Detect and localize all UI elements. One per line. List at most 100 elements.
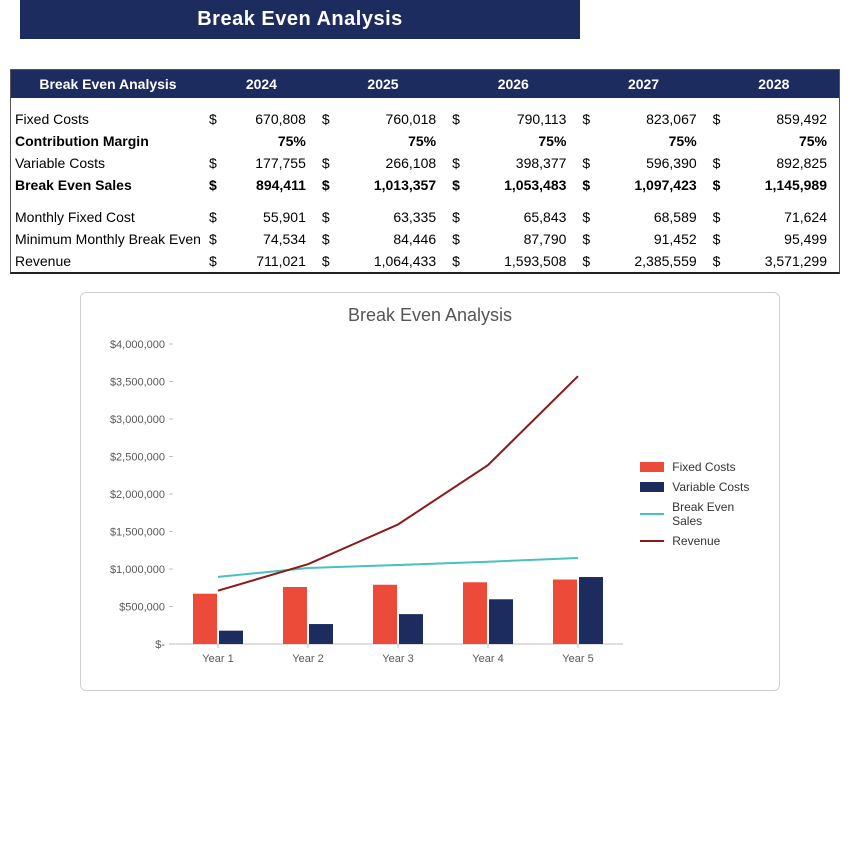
page-title: Break Even Analysis: [197, 8, 403, 30]
cell-value: 266,108: [332, 152, 448, 174]
row-label: Fixed Costs: [11, 108, 205, 130]
svg-text:Year 3: Year 3: [382, 653, 413, 665]
legend-swatch-icon: [640, 462, 664, 472]
currency-symbol: $: [578, 228, 592, 250]
currency-symbol: $: [318, 108, 332, 130]
table-header-year: 2024: [205, 70, 318, 98]
row-label: Contribution Margin: [11, 130, 205, 152]
legend-item: Fixed Costs: [640, 460, 767, 474]
currency-symbol: [205, 130, 219, 152]
chart-card: Break Even Analysis $-$500,000$1,000,000…: [80, 292, 780, 691]
cell-value: 75%: [332, 130, 448, 152]
currency-symbol: $: [578, 152, 592, 174]
cell-value: 3,571,299: [723, 250, 839, 272]
currency-symbol: [578, 130, 592, 152]
table-header-year: 2027: [578, 70, 708, 98]
chart-svg: $-$500,000$1,000,000$1,500,000$2,000,000…: [93, 334, 630, 674]
table-row: Minimum Monthly Break Even$74,534$84,446…: [11, 228, 839, 250]
cell-value: 75%: [462, 130, 578, 152]
currency-symbol: $: [205, 108, 219, 130]
currency-symbol: $: [318, 152, 332, 174]
currency-symbol: $: [709, 108, 723, 130]
table-header-label: Break Even Analysis: [11, 70, 205, 98]
cell-value: 1,064,433: [332, 250, 448, 272]
currency-symbol: $: [578, 174, 592, 196]
cell-value: 84,446: [332, 228, 448, 250]
cell-value: 177,755: [219, 152, 318, 174]
cell-value: 87,790: [462, 228, 578, 250]
row-label: Revenue: [11, 250, 205, 272]
chart-row: $-$500,000$1,000,000$1,500,000$2,000,000…: [93, 334, 767, 674]
table-row: Revenue$711,021$1,064,433$1,593,508$2,38…: [11, 250, 839, 272]
currency-symbol: $: [205, 250, 219, 272]
cell-value: 790,113: [462, 108, 578, 130]
currency-symbol: $: [709, 206, 723, 228]
svg-text:$3,000,000: $3,000,000: [110, 414, 165, 426]
cell-value: 2,385,559: [592, 250, 708, 272]
cell-value: 1,145,989: [723, 174, 839, 196]
bar-fixed-costs: [373, 585, 397, 644]
cell-value: 1,053,483: [462, 174, 578, 196]
legend-label: Fixed Costs: [672, 460, 735, 474]
svg-text:Year 2: Year 2: [292, 653, 323, 665]
cell-value: 1,097,423: [592, 174, 708, 196]
bar-variable-costs: [309, 624, 333, 644]
currency-symbol: $: [318, 206, 332, 228]
table-row: Variable Costs$177,755$266,108$398,377$5…: [11, 152, 839, 174]
currency-symbol: $: [448, 174, 462, 196]
table-header-year: 2028: [709, 70, 839, 98]
currency-symbol: $: [318, 174, 332, 196]
legend-label: Variable Costs: [672, 480, 749, 494]
cell-value: 68,589: [592, 206, 708, 228]
legend-line-icon: [640, 513, 664, 515]
table-container: Break Even Analysis 2024 2025 2026 2027 …: [10, 69, 840, 274]
bar-fixed-costs: [553, 580, 577, 644]
row-label: Monthly Fixed Cost: [11, 206, 205, 228]
cell-value: 596,390: [592, 152, 708, 174]
cell-value: 894,411: [219, 174, 318, 196]
svg-text:$2,000,000: $2,000,000: [110, 489, 165, 501]
cell-value: 91,452: [592, 228, 708, 250]
chart-title: Break Even Analysis: [93, 305, 767, 326]
cell-value: 74,534: [219, 228, 318, 250]
line-revenue: [218, 376, 578, 591]
table-row: Fixed Costs$670,808$760,018$790,113$823,…: [11, 108, 839, 130]
currency-symbol: $: [318, 250, 332, 272]
bar-fixed-costs: [463, 582, 487, 644]
chart-legend: Fixed Costs Variable Costs Break Even Sale…: [640, 454, 767, 554]
svg-text:$1,500,000: $1,500,000: [110, 527, 165, 539]
bar-variable-costs: [489, 599, 513, 644]
currency-symbol: $: [448, 108, 462, 130]
row-label: Variable Costs: [11, 152, 205, 174]
cell-value: 75%: [723, 130, 839, 152]
currency-symbol: $: [318, 228, 332, 250]
cell-value: 760,018: [332, 108, 448, 130]
row-label: Minimum Monthly Break Even: [11, 228, 205, 250]
bar-variable-costs: [579, 577, 603, 644]
cell-value: 65,843: [462, 206, 578, 228]
legend-item: Break Even Sales: [640, 500, 767, 528]
currency-symbol: $: [709, 250, 723, 272]
svg-text:Year 4: Year 4: [472, 653, 503, 665]
bar-fixed-costs: [193, 594, 217, 644]
svg-text:$500,000: $500,000: [119, 602, 165, 614]
svg-text:$-: $-: [155, 639, 165, 651]
cell-value: 670,808: [219, 108, 318, 130]
svg-text:Year 5: Year 5: [562, 653, 593, 665]
currency-symbol: $: [578, 250, 592, 272]
cell-value: 75%: [592, 130, 708, 152]
currency-symbol: $: [448, 206, 462, 228]
table-header: Break Even Analysis 2024 2025 2026 2027 …: [11, 70, 839, 98]
cell-value: 398,377: [462, 152, 578, 174]
legend-item: Variable Costs: [640, 480, 767, 494]
currency-symbol: $: [205, 228, 219, 250]
cell-value: 75%: [219, 130, 318, 152]
currency-symbol: $: [578, 108, 592, 130]
cell-value: 71,624: [723, 206, 839, 228]
currency-symbol: $: [205, 206, 219, 228]
svg-text:$2,500,000: $2,500,000: [110, 452, 165, 464]
currency-symbol: $: [709, 174, 723, 196]
cell-value: 1,013,357: [332, 174, 448, 196]
row-label: Break Even Sales: [11, 174, 205, 196]
table-header-year: 2026: [448, 70, 578, 98]
